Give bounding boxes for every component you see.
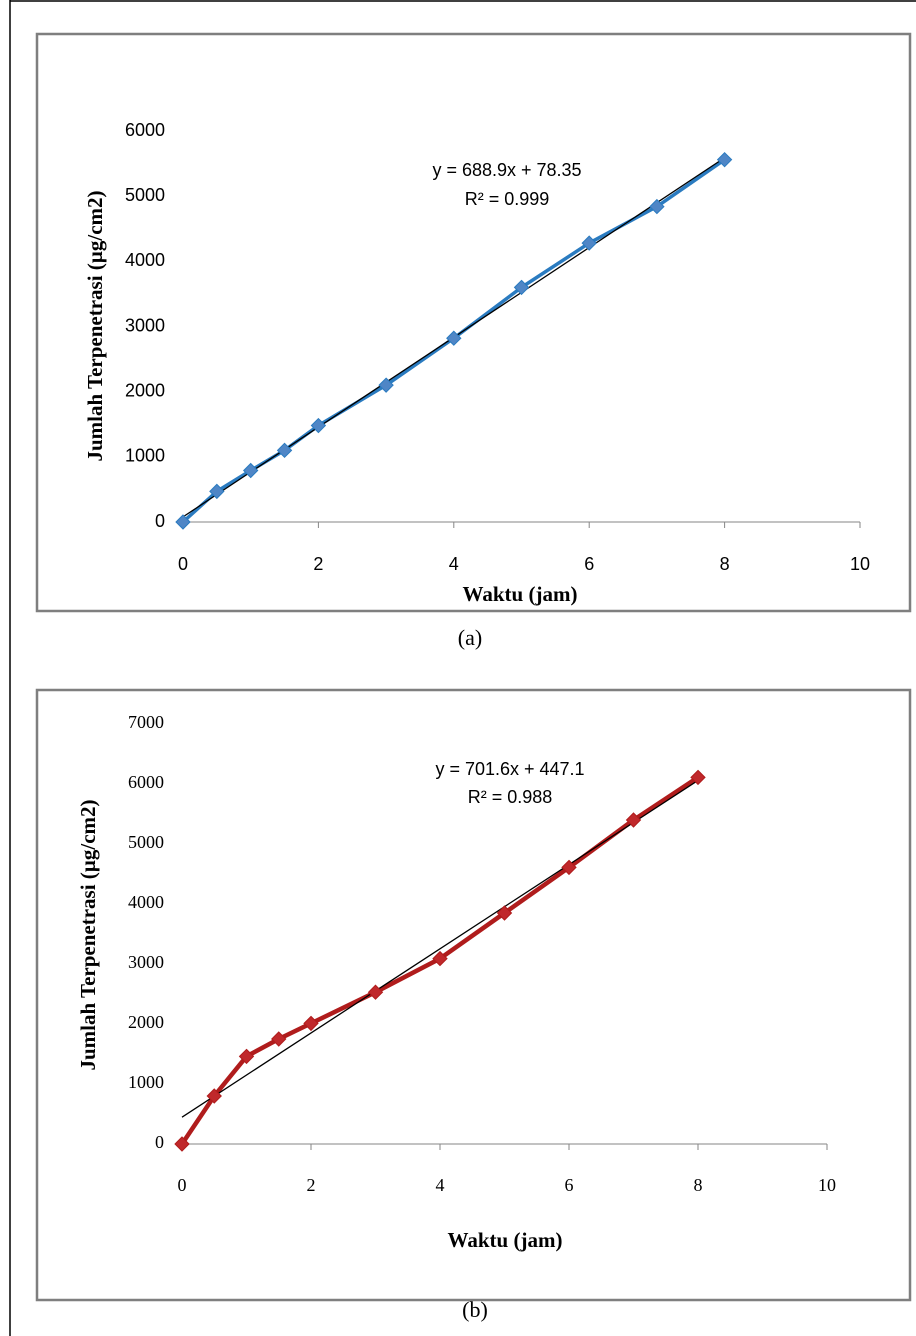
y-axis-title: Jumlah Terpenetrasi (µg/cm2) [76, 799, 100, 1070]
caption: (b) [462, 1297, 488, 1322]
y-tick-label: 6000 [125, 120, 165, 140]
x-tick-label: 8 [720, 554, 730, 574]
y-tick-label: 6000 [128, 772, 164, 792]
y-tick-label: 2000 [128, 1012, 164, 1032]
y-tick-label: 0 [155, 1132, 164, 1152]
x-tick-label: 10 [818, 1175, 836, 1195]
y-tick-label: 3000 [128, 952, 164, 972]
r-squared: R² = 0.999 [465, 189, 550, 209]
y-tick-label: 0 [155, 511, 165, 531]
trendline [182, 780, 698, 1117]
x-tick-label: 8 [694, 1175, 703, 1195]
y-tick-label: 1000 [128, 1072, 164, 1092]
trendline-equation: y = 701.6x + 447.1 [435, 759, 584, 779]
trendline-equation: y = 688.9x + 78.35 [432, 160, 581, 180]
marker [304, 1016, 318, 1030]
y-tick-label: 1000 [125, 446, 165, 466]
x-tick-label: 0 [178, 1175, 187, 1195]
y-tick-label: 5000 [128, 832, 164, 852]
x-tick-label: 2 [307, 1175, 316, 1195]
y-tick-label: 5000 [125, 185, 165, 205]
y-tick-label: 3000 [125, 315, 165, 335]
y-tick-label: 4000 [128, 892, 164, 912]
y-tick-label: 7000 [128, 712, 164, 732]
x-tick-label: 6 [584, 554, 594, 574]
x-axis-title: Waktu (jam) [448, 1228, 563, 1252]
y-tick-label: 2000 [125, 380, 165, 400]
chart-frame [37, 690, 910, 1300]
y-tick-label: 4000 [125, 250, 165, 270]
x-tick-label: 2 [313, 554, 323, 574]
x-tick-label: 6 [565, 1175, 574, 1195]
caption: (a) [458, 625, 482, 650]
page: 01000200030004000500060000246810Waktu (j… [0, 0, 916, 1336]
r-squared: R² = 0.988 [468, 787, 553, 807]
x-tick-label: 4 [436, 1175, 445, 1195]
x-tick-label: 10 [850, 554, 870, 574]
y-axis-title: Jumlah Terpenetrasi (µg/cm2) [83, 190, 107, 461]
x-axis-title: Waktu (jam) [463, 582, 578, 606]
x-tick-label: 4 [449, 554, 459, 574]
x-tick-label: 0 [178, 554, 188, 574]
figure: 01000200030004000500060000246810Waktu (j… [0, 0, 916, 1336]
